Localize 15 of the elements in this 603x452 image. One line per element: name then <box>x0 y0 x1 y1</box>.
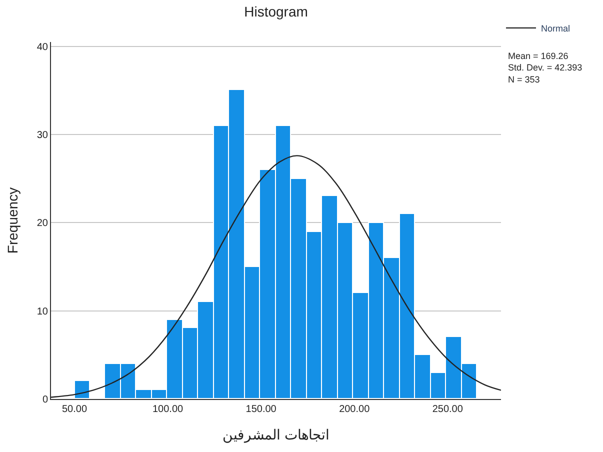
x-axis-title: اتجاهات المشرفين <box>222 426 330 444</box>
y-tick-label: 10 <box>36 306 48 318</box>
chart-title: Histogram <box>244 4 308 20</box>
x-tick-label: 150.00 <box>246 404 277 415</box>
y-tick-label: 20 <box>36 218 48 230</box>
y-tick-label: 40 <box>36 42 48 53</box>
y-tick-label: 30 <box>36 130 48 142</box>
x-tick-label: 200.00 <box>339 404 370 415</box>
legend-label: Normal <box>541 23 570 34</box>
x-tick-label: 50.00 <box>62 404 88 415</box>
x-tick-label: 250.00 <box>432 404 464 415</box>
x-tick-label: 100.00 <box>152 404 184 415</box>
y-tick-label: 0 <box>42 394 48 406</box>
y-axis-title: Frequency <box>4 187 20 254</box>
text: Mean = 169.26 Std. Dev. = 42.393 N = 353 <box>508 51 582 84</box>
